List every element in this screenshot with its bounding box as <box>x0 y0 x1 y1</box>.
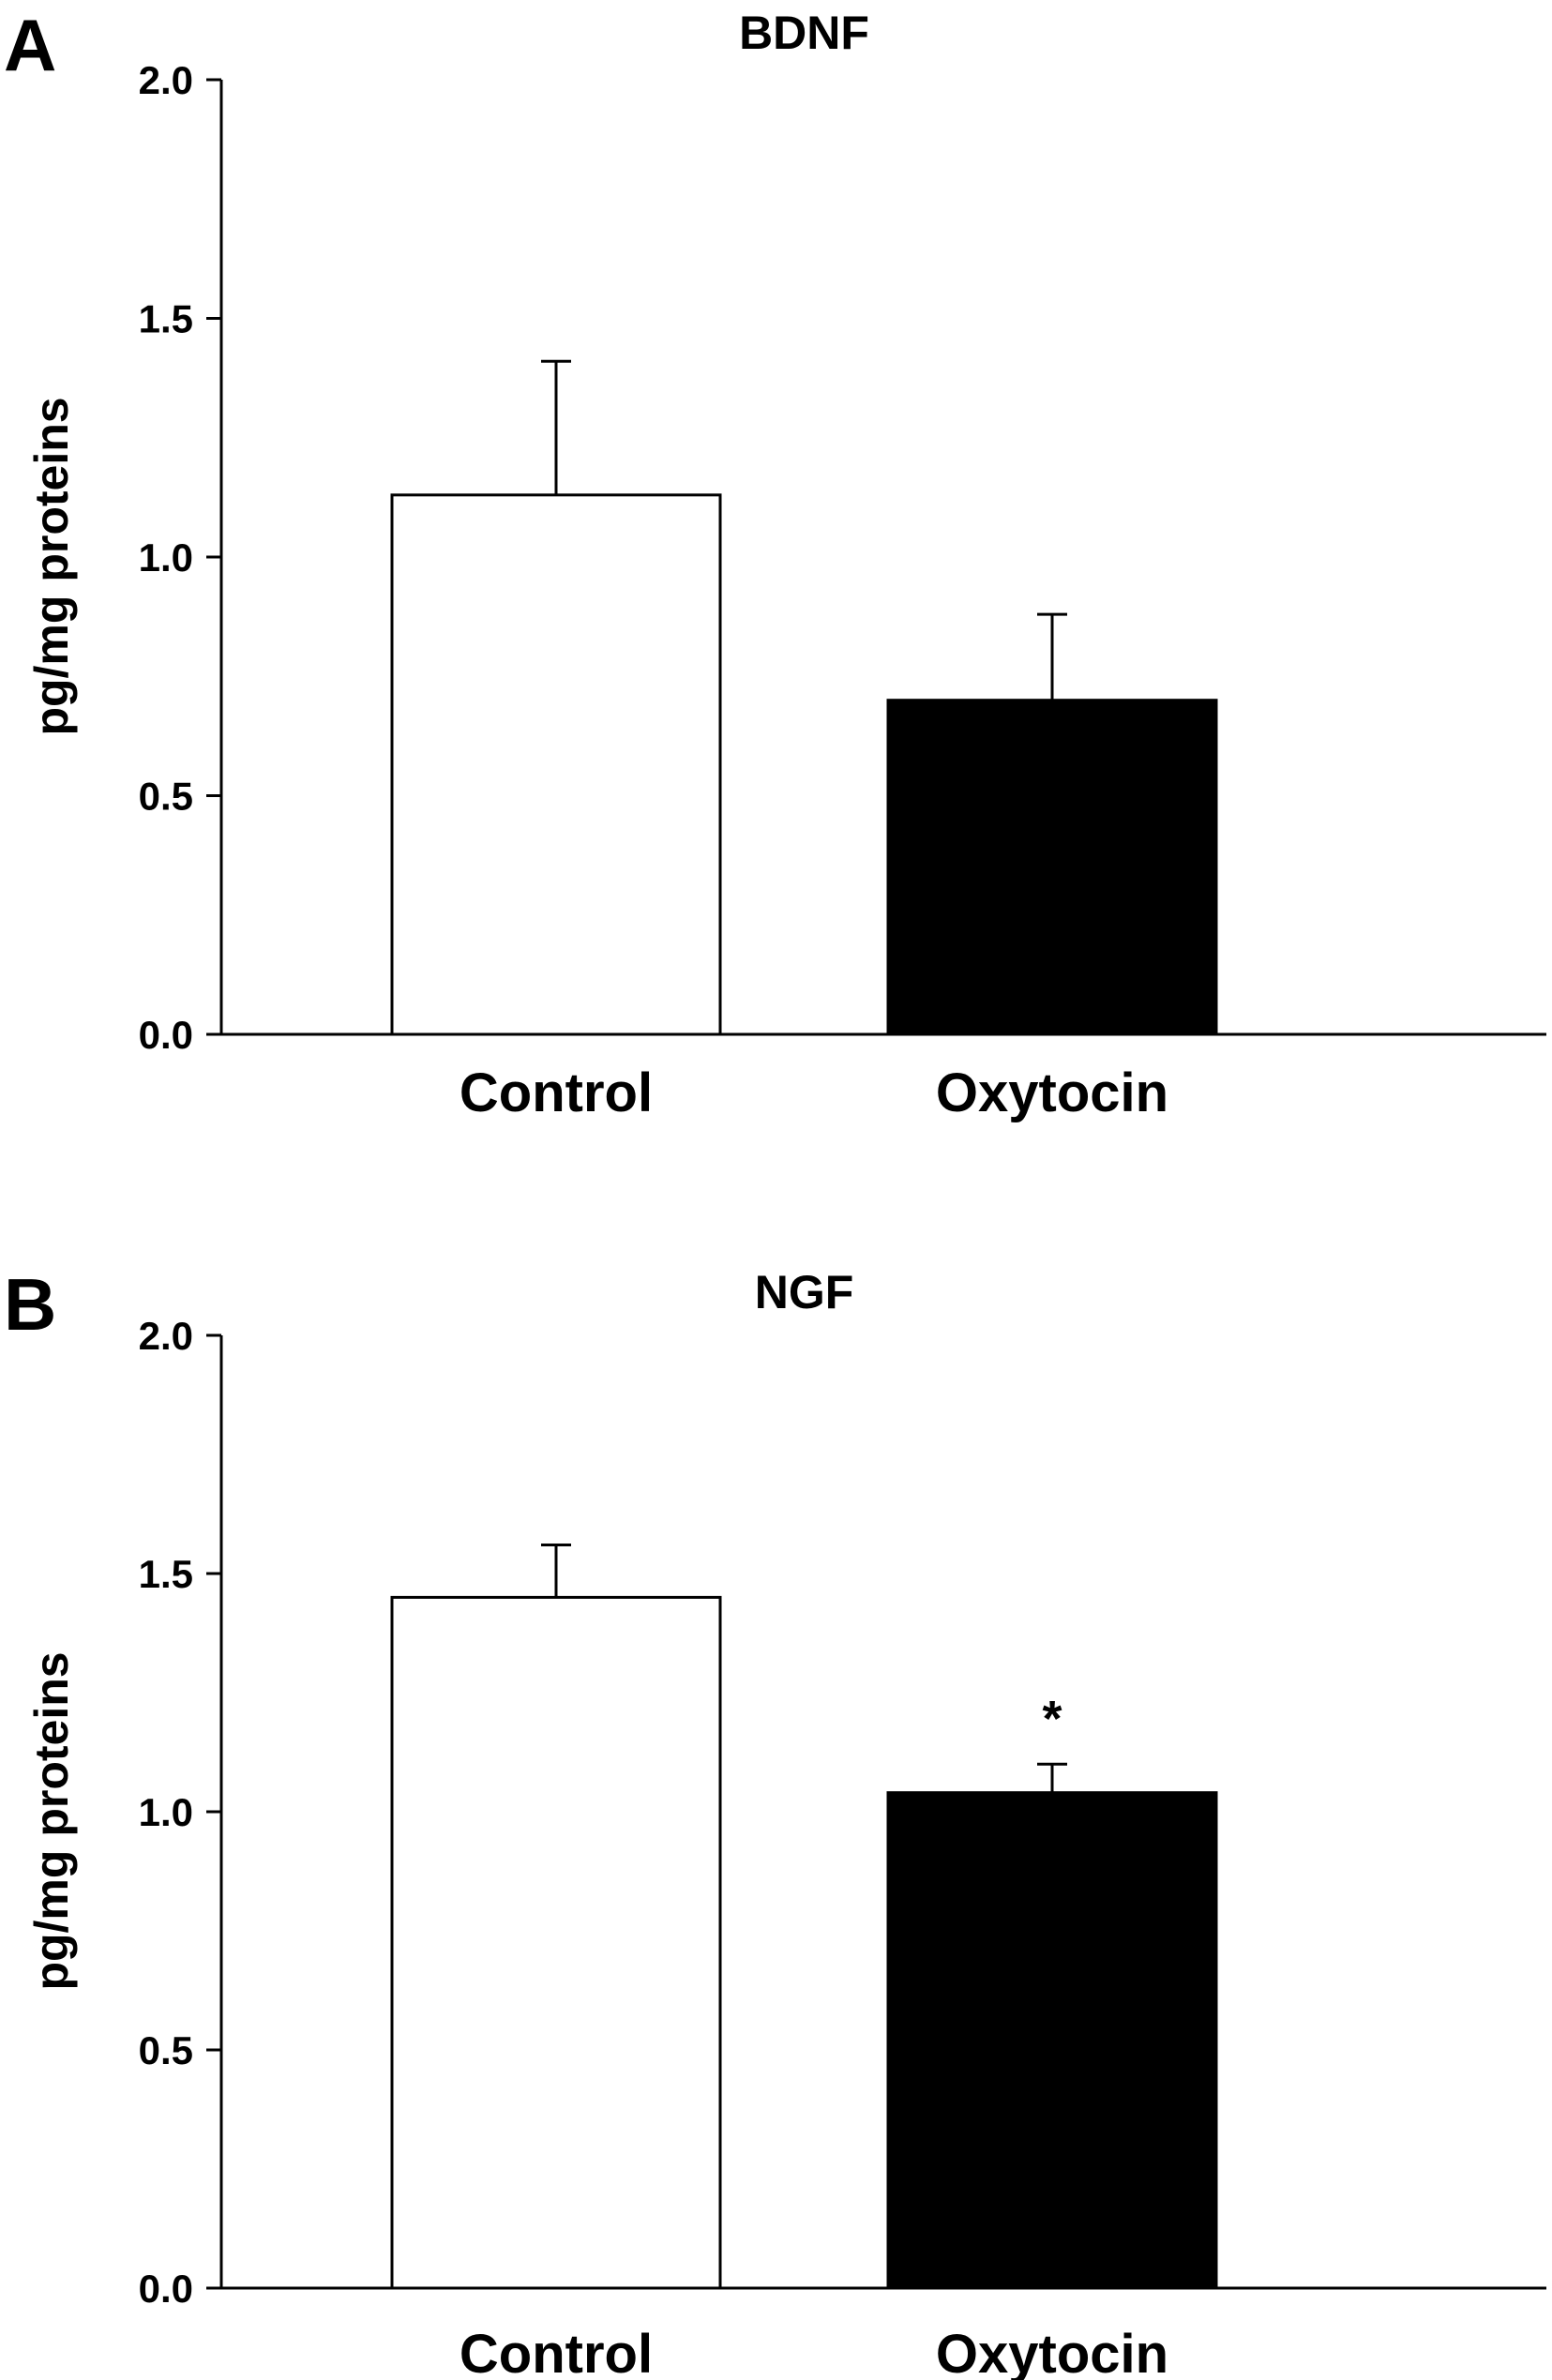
significance-mark: * <box>1042 1691 1062 1747</box>
y-tick-label: 1.0 <box>139 1790 193 1834</box>
category-label: Control <box>460 2324 653 2380</box>
y-tick-label: 0.0 <box>139 2267 193 2311</box>
chart-title: BDNF <box>739 7 869 59</box>
chart-panel-b: B NGF Control * Oxytocin 0.0 0.5 1.0 1.5 2.0 pg/mg… <box>4 1263 1546 2380</box>
y-tick-label: 0.0 <box>139 1013 193 1057</box>
y-axis-label: pg/mg proteins <box>25 1651 78 1990</box>
y-tick-label: 1.5 <box>139 297 193 341</box>
category-label: Oxytocin <box>936 2324 1168 2380</box>
bar-control <box>390 493 722 1036</box>
bar-oxytocin <box>886 699 1218 1036</box>
y-tick-label: 1.5 <box>139 1552 193 1596</box>
y-tick-label: 2.0 <box>139 1314 193 1358</box>
chart-panel-a: A BDNF Control Oxytocin 0.0 0.5 1.0 1.5 2.0 pg/mg… <box>4 4 1546 1123</box>
y-tick-label: 0.5 <box>139 775 193 819</box>
y-tick-label: 0.5 <box>139 2028 193 2072</box>
bar-control <box>390 1595 722 2290</box>
y-axis-label: pg/mg proteins <box>25 397 78 735</box>
bar-oxytocin <box>886 1791 1218 2290</box>
panel-letter: B <box>4 1263 56 1346</box>
y-tick-label: 1.0 <box>139 535 193 580</box>
panel-letter: A <box>4 4 56 86</box>
chart-title: NGF <box>755 1266 854 1318</box>
category-label: Oxytocin <box>936 1062 1168 1123</box>
y-tick-label: 2.0 <box>139 58 193 102</box>
category-label: Control <box>460 1062 653 1123</box>
